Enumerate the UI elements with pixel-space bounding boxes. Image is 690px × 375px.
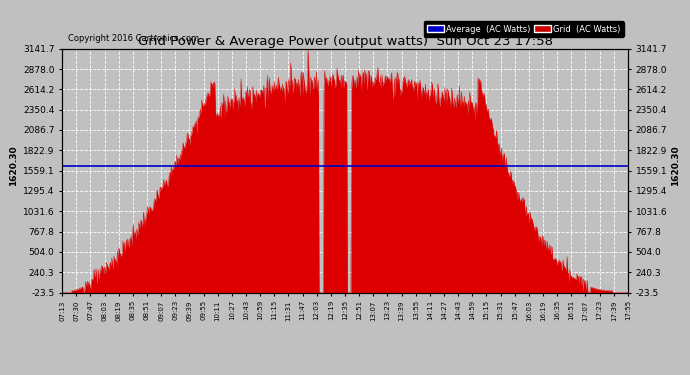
Legend: Average  (AC Watts), Grid  (AC Watts): Average (AC Watts), Grid (AC Watts) [424,21,624,37]
Text: Copyright 2016 Cartronics.com: Copyright 2016 Cartronics.com [68,34,199,43]
Text: 1620.30: 1620.30 [671,146,680,186]
Text: 1620.30: 1620.30 [10,146,19,186]
Title: Grid Power & Average Power (output watts)  Sun Oct 23 17:58: Grid Power & Average Power (output watts… [137,34,553,48]
